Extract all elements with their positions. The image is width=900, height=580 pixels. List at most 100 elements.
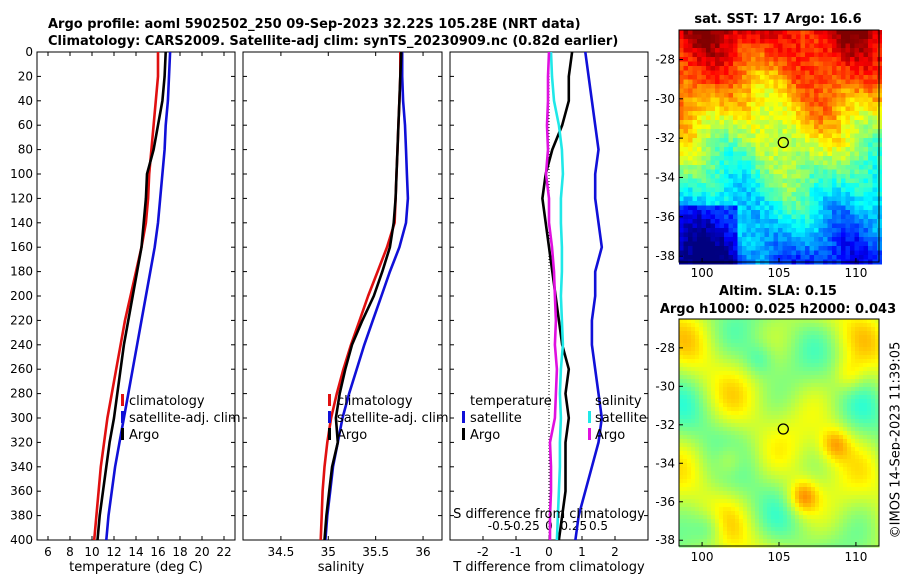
heatmap-cell	[723, 319, 728, 324]
heatmap-cell	[683, 467, 688, 472]
heatmap-cell	[841, 228, 846, 233]
heatmap-cell	[791, 201, 797, 206]
heatmap-cell	[751, 335, 756, 340]
heatmap-cell	[751, 115, 756, 121]
heatmap-cell	[796, 156, 801, 161]
heatmap-cell	[751, 66, 756, 71]
heatmap-cell	[800, 48, 806, 53]
heatmap-cell	[803, 479, 808, 484]
temperature-y-ticks: 0204060801001201401601802002202402602803…	[10, 45, 235, 547]
heatmap-cell	[719, 363, 724, 368]
heatmap-cell	[737, 124, 743, 130]
heatmap-cell	[742, 111, 747, 116]
heatmap-cell	[688, 124, 693, 130]
heatmap-cell	[719, 483, 724, 488]
heatmap-cell	[839, 339, 844, 344]
heatmap-cell	[831, 351, 836, 356]
heatmap-cell	[850, 174, 855, 179]
heatmap-cell	[783, 383, 788, 388]
heatmap-cell	[767, 419, 772, 424]
heatmap-cell	[851, 411, 856, 416]
heatmap-cell	[872, 219, 878, 224]
heatmap-cell	[701, 183, 707, 188]
heatmap-cell	[779, 391, 784, 396]
heatmap-cell	[697, 147, 702, 152]
heatmap-cell	[695, 467, 700, 472]
heatmap-cell	[863, 419, 868, 424]
heatmap-cell	[735, 435, 740, 440]
heatmap-cell	[719, 427, 724, 432]
heatmap-cell	[854, 138, 860, 143]
heatmap-cell	[807, 459, 812, 464]
heatmap-cell	[715, 205, 720, 211]
heatmap-cell	[724, 156, 729, 161]
heatmap-cell	[847, 379, 852, 384]
heatmap-cell	[823, 250, 828, 256]
heatmap-cell	[751, 75, 756, 80]
heatmap-cell	[854, 174, 860, 179]
heatmap-cell	[835, 383, 840, 388]
heatmap-cell	[871, 347, 876, 352]
heatmap-cell	[710, 210, 716, 215]
heatmap-cell	[800, 241, 806, 247]
heatmap-cell	[841, 30, 846, 35]
heatmap-cell	[872, 228, 878, 233]
heatmap-cell	[691, 375, 696, 380]
heatmap-cell	[775, 423, 780, 428]
heatmap-cell	[854, 250, 860, 256]
heatmap-cell	[827, 129, 833, 134]
heatmap-cell	[727, 475, 732, 480]
heatmap-cell	[799, 323, 804, 328]
heatmap-cell	[751, 327, 756, 332]
heatmap-cell	[799, 443, 804, 448]
heatmap-cell	[778, 48, 783, 53]
heatmap-cell	[836, 75, 842, 80]
heatmap-cell	[692, 57, 698, 62]
heatmap-cell	[827, 34, 833, 40]
heatmap-cell	[796, 201, 801, 206]
heatmap-cell	[836, 232, 842, 238]
heatmap-cell	[743, 391, 748, 396]
heatmap-cell	[727, 407, 732, 412]
heatmap-cell	[751, 70, 756, 76]
heatmap-cell	[743, 383, 748, 388]
heatmap-cell	[823, 331, 828, 336]
heatmap-cell	[710, 151, 716, 157]
heatmap-cell	[763, 363, 768, 368]
heatmap-cell	[827, 491, 832, 496]
heatmap-cell	[827, 178, 833, 184]
heatmap-cell	[751, 250, 756, 256]
heatmap-cell	[723, 459, 728, 464]
heatmap-cell	[851, 467, 856, 472]
heatmap-cell	[751, 351, 756, 356]
heatmap-cell	[727, 383, 732, 388]
heatmap-cell	[715, 479, 720, 484]
heatmap-cell	[710, 187, 716, 193]
heatmap-cell	[707, 479, 712, 484]
heatmap-cell	[697, 39, 702, 44]
heatmap-cell	[779, 479, 784, 484]
heatmap-cell	[719, 183, 725, 188]
heatmap-cell	[719, 399, 724, 404]
heatmap-cell	[811, 427, 816, 432]
heatmap-cell	[747, 319, 752, 324]
heatmap-cell	[697, 178, 702, 184]
heatmap-cell	[715, 246, 720, 251]
heatmap-cell	[779, 339, 784, 344]
heatmap-cell	[724, 115, 729, 121]
heatmap-cell	[791, 205, 797, 211]
heatmap-cell	[791, 443, 796, 448]
heatmap-cell	[814, 169, 819, 175]
heatmap-cell	[782, 223, 788, 229]
heatmap-cell	[711, 451, 716, 456]
heatmap-cell	[771, 327, 776, 332]
heatmap-cell	[764, 169, 770, 175]
heatmap-cell	[687, 443, 692, 448]
heatmap-cell	[731, 443, 736, 448]
heatmap-cell	[799, 351, 804, 356]
heatmap-cell	[818, 133, 824, 139]
heatmap-cell	[733, 34, 738, 40]
heatmap-cell	[715, 407, 720, 412]
heatmap-cell	[835, 355, 840, 360]
heatmap-cell	[859, 48, 864, 53]
